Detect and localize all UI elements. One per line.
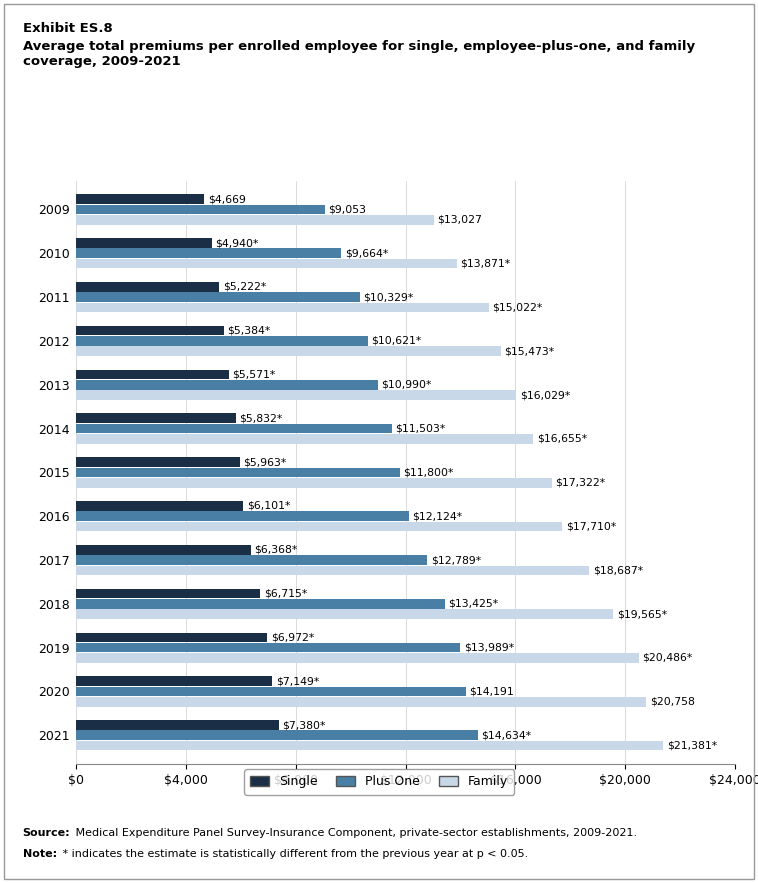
Bar bbox=[76, 205, 324, 215]
Text: $11,800*: $11,800* bbox=[403, 467, 454, 478]
Legend: Single, Plus One, Family: Single, Plus One, Family bbox=[244, 769, 514, 795]
Text: $18,687*: $18,687* bbox=[593, 565, 643, 576]
Bar bbox=[76, 215, 434, 224]
Bar bbox=[76, 643, 460, 653]
Bar bbox=[76, 653, 639, 663]
Bar bbox=[76, 413, 236, 423]
Bar bbox=[76, 370, 229, 380]
Bar bbox=[76, 565, 589, 575]
Bar bbox=[76, 721, 279, 730]
Bar bbox=[76, 336, 368, 346]
Text: $15,473*: $15,473* bbox=[505, 346, 555, 356]
Text: $13,989*: $13,989* bbox=[464, 643, 514, 653]
Bar bbox=[76, 730, 478, 740]
Text: $6,715*: $6,715* bbox=[264, 589, 307, 599]
Bar bbox=[76, 194, 204, 204]
Bar bbox=[76, 697, 646, 706]
Text: $5,963*: $5,963* bbox=[243, 457, 287, 467]
Bar bbox=[76, 457, 240, 467]
Text: Source:: Source: bbox=[23, 828, 70, 838]
Bar bbox=[76, 238, 211, 248]
Text: $4,669: $4,669 bbox=[208, 194, 246, 204]
Text: $5,384*: $5,384* bbox=[227, 326, 271, 336]
Text: $16,655*: $16,655* bbox=[537, 434, 587, 444]
Text: $6,101*: $6,101* bbox=[247, 501, 290, 511]
Text: $4,940*: $4,940* bbox=[215, 238, 258, 248]
Bar bbox=[76, 380, 377, 389]
Text: $6,368*: $6,368* bbox=[255, 545, 298, 555]
Text: $10,990*: $10,990* bbox=[381, 380, 432, 389]
Text: $5,222*: $5,222* bbox=[223, 282, 266, 292]
Bar bbox=[76, 599, 445, 608]
Text: $17,322*: $17,322* bbox=[556, 478, 606, 487]
Bar bbox=[76, 468, 400, 477]
Bar bbox=[76, 522, 562, 532]
Bar bbox=[76, 687, 465, 697]
Text: $9,664*: $9,664* bbox=[345, 248, 388, 259]
Text: $12,124*: $12,124* bbox=[412, 511, 462, 521]
Bar bbox=[76, 282, 219, 291]
Text: $14,191: $14,191 bbox=[469, 686, 514, 697]
Text: $10,329*: $10,329* bbox=[363, 292, 413, 302]
Text: $7,380*: $7,380* bbox=[282, 720, 325, 730]
Bar bbox=[76, 292, 359, 302]
Text: $21,381*: $21,381* bbox=[667, 741, 717, 751]
Text: $19,565*: $19,565* bbox=[617, 609, 667, 619]
Bar bbox=[76, 248, 341, 258]
Text: $5,832*: $5,832* bbox=[240, 413, 283, 423]
Bar bbox=[76, 390, 516, 400]
Text: $13,027: $13,027 bbox=[437, 215, 482, 225]
Bar bbox=[76, 555, 428, 565]
Text: $13,425*: $13,425* bbox=[448, 599, 498, 609]
Text: $14,634*: $14,634* bbox=[481, 730, 531, 740]
Bar bbox=[76, 676, 272, 686]
Bar bbox=[76, 741, 663, 751]
Text: $17,710*: $17,710* bbox=[566, 522, 616, 532]
Text: $13,871*: $13,871* bbox=[461, 259, 511, 268]
Bar bbox=[76, 632, 268, 642]
Text: $20,758: $20,758 bbox=[650, 697, 694, 706]
Text: $20,486*: $20,486* bbox=[642, 653, 693, 663]
Text: Medical Expenditure Panel Survey-Insurance Component, private-sector establishme: Medical Expenditure Panel Survey-Insuran… bbox=[72, 828, 637, 838]
Text: $10,621*: $10,621* bbox=[371, 336, 421, 346]
Bar bbox=[76, 478, 552, 487]
Bar bbox=[76, 545, 251, 555]
Bar bbox=[76, 511, 409, 521]
Text: $15,022*: $15,022* bbox=[492, 303, 543, 313]
Text: $7,149*: $7,149* bbox=[276, 676, 319, 686]
Text: $16,029*: $16,029* bbox=[520, 390, 570, 400]
Bar bbox=[76, 589, 260, 599]
Bar bbox=[76, 346, 501, 356]
Text: $5,571*: $5,571* bbox=[233, 369, 276, 380]
Bar bbox=[76, 303, 489, 313]
Text: $12,789*: $12,789* bbox=[431, 555, 481, 565]
Text: * indicates the estimate is statistically different from the previous year at p : * indicates the estimate is statisticall… bbox=[59, 849, 528, 859]
Text: Note:: Note: bbox=[23, 849, 57, 859]
Bar bbox=[76, 609, 613, 619]
Bar bbox=[76, 434, 534, 443]
Bar bbox=[76, 326, 224, 336]
Text: Average total premiums per enrolled employee for single, employee-plus-one, and : Average total premiums per enrolled empl… bbox=[23, 40, 695, 68]
Text: $6,972*: $6,972* bbox=[271, 632, 315, 642]
Bar bbox=[76, 424, 392, 434]
Text: $9,053: $9,053 bbox=[328, 205, 366, 215]
Bar bbox=[76, 502, 243, 510]
Text: $11,503*: $11,503* bbox=[396, 424, 446, 434]
Bar bbox=[76, 259, 457, 268]
Text: Exhibit ES.8: Exhibit ES.8 bbox=[23, 22, 112, 35]
